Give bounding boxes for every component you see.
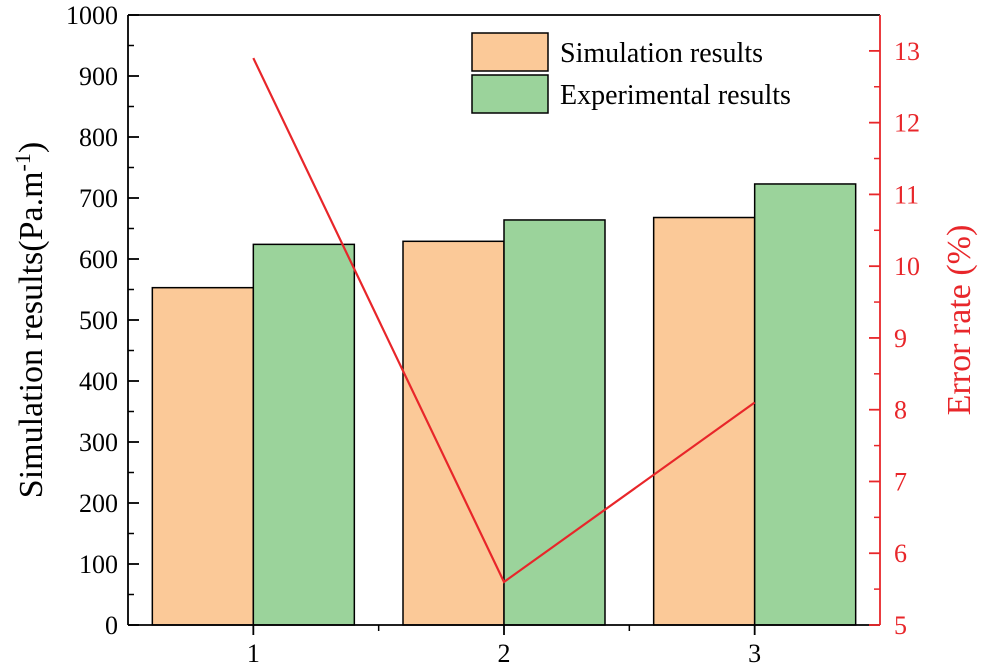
error-rate-line [252,57,756,584]
y2-tick-label-10: 10 [894,252,920,281]
y2-tick-label-12: 12 [894,109,920,138]
bar-experimental-1 [252,243,356,626]
error-line-group [252,57,756,584]
bar-simulation-2 [402,240,505,626]
y-tick-label-1000: 1000 [66,1,118,30]
y2-tick-label-11: 11 [894,180,919,209]
legend: Simulation results Experimental results [471,32,791,114]
y-tick-label-400: 400 [79,367,118,396]
x-tick-label-2: 2 [498,639,511,666]
y2-tick-label-6: 6 [894,539,907,568]
x-tick-label-1: 1 [247,639,260,666]
y-tick-label-700: 700 [79,184,118,213]
bar-simulation-1 [151,286,255,626]
legend-swatch-simulation [471,32,549,72]
bars-group [151,183,857,626]
y-tick-label-100: 100 [79,550,118,579]
bar-experimental-2 [503,219,606,626]
y-tick-label-0: 0 [105,611,118,640]
bar-simulation-3 [652,216,756,626]
y2-tick-label-5: 5 [894,611,907,640]
y-tick-label-800: 800 [79,123,118,152]
y-tick-label-300: 300 [79,428,118,457]
y-tick-label-200: 200 [79,489,118,518]
y2-tick-label-8: 8 [894,396,907,425]
bar-experimental-3 [753,183,857,626]
legend-swatch-experimental [471,74,549,114]
y2-tick-label-7: 7 [894,467,907,496]
y-tick-label-500: 500 [79,306,118,335]
y2-axis-title: Error rate (%) [941,225,978,416]
y-tick-label-600: 600 [79,245,118,274]
axes-group: 0 100 200 300 400 500 600 700 800 900 1000 5 6 7 8 9 10 1… [66,1,920,666]
y-axis-title: Simulation results(Pa.m-1) [10,142,51,498]
y2-tick-label-13: 13 [894,37,920,66]
x-tick-label-3: 3 [748,639,761,666]
legend-label-simulation: Simulation results [560,38,763,69]
y2-tick-label-9: 9 [894,324,907,353]
legend-label-experimental: Experimental results [560,80,791,111]
y-tick-label-900: 900 [79,62,118,91]
